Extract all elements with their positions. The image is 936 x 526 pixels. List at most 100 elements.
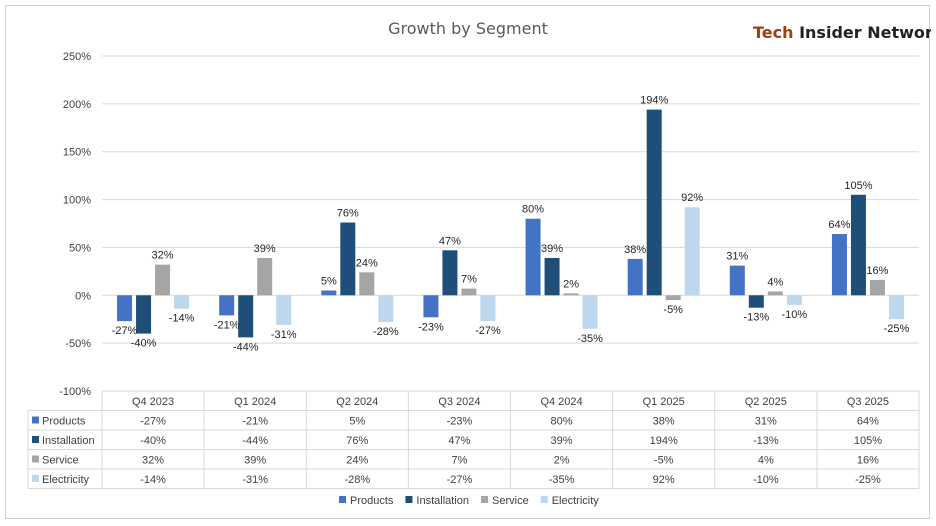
bar — [480, 295, 496, 322]
data-label: 64% — [828, 219, 850, 231]
legend-swatch — [481, 496, 489, 503]
data-label: 24% — [356, 257, 378, 269]
data-table: Q4 2023 Q1 2024 Q2 2024 Q3 2024 Q4 2024 Q1 20… — [27, 390, 920, 489]
table-cell: -14% — [140, 474, 166, 486]
brand-logo: Tech Insider Network — [753, 23, 931, 42]
legend-swatch — [540, 496, 548, 503]
bar — [155, 264, 171, 296]
data-label: 105% — [844, 180, 872, 192]
table-cell: 64% — [857, 416, 879, 428]
table-series-key — [32, 436, 39, 443]
table-cell: -23% — [447, 416, 473, 428]
bar — [850, 194, 866, 296]
data-label: -14% — [169, 313, 195, 325]
data-label: -27% — [475, 325, 501, 337]
table-cell: 194% — [650, 435, 678, 447]
bar — [359, 272, 375, 296]
bar — [665, 295, 681, 301]
bar — [257, 257, 273, 296]
gridlines — [102, 55, 919, 392]
table-cell: -21% — [242, 416, 268, 428]
data-label: -10% — [781, 309, 807, 321]
table-series-name: Service — [42, 455, 79, 467]
bar — [238, 295, 254, 338]
bar — [748, 295, 764, 308]
data-label: 194% — [640, 95, 668, 107]
bar — [544, 257, 560, 296]
data-label: 7% — [461, 274, 477, 286]
bar — [378, 295, 394, 323]
data-label: 4% — [767, 276, 783, 288]
x-tick-label: Q4 2023 — [132, 396, 174, 408]
y-tick-label: 150% — [63, 147, 91, 159]
x-tick-label: Q2 2025 — [745, 396, 787, 408]
data-label: 31% — [726, 251, 748, 263]
table-cell: 47% — [448, 435, 470, 447]
table-series-key — [32, 475, 39, 482]
x-tick-label: Q4 2024 — [540, 396, 582, 408]
bar — [767, 291, 783, 296]
legend-item: Electricity — [552, 495, 600, 507]
table-cell: -40% — [140, 435, 166, 447]
bar — [174, 295, 190, 309]
table-cell: 31% — [755, 416, 777, 428]
y-tick-label: 250% — [63, 51, 91, 63]
data-label: -28% — [373, 326, 399, 338]
table-cell: -31% — [242, 474, 268, 486]
bar — [563, 293, 579, 296]
data-label: 5% — [321, 276, 337, 288]
data-label: 38% — [624, 244, 646, 256]
brand-part1: Tech — [753, 23, 794, 42]
table-cell: -5% — [654, 455, 674, 467]
chart: Growth by Segment Tech Insider Network -… — [27, 19, 931, 507]
table-cell: 76% — [346, 435, 368, 447]
data-label: -5% — [663, 304, 683, 316]
bar — [786, 295, 802, 305]
table-cell: 2% — [554, 455, 570, 467]
bar — [582, 295, 598, 329]
x-tick-label: Q2 2024 — [336, 396, 378, 408]
bar — [646, 109, 662, 296]
table-series-name: Products — [42, 416, 86, 428]
table-series-name: Electricity — [42, 474, 90, 486]
table-series-name: Installation — [42, 435, 95, 447]
brand-part2: Insider Network — [794, 23, 931, 42]
data-label: -23% — [418, 321, 444, 333]
bar — [442, 250, 458, 296]
data-labels: -27%-40%32%-14%-21%-44%39%-31%5%76%24%-2… — [112, 95, 910, 354]
data-label: 39% — [254, 243, 276, 255]
chart-frame: Growth by Segment Tech Insider Network -… — [5, 5, 931, 519]
data-label: 80% — [522, 204, 544, 216]
x-tick-label: Q1 2024 — [234, 396, 276, 408]
data-label: -40% — [131, 338, 157, 350]
bar — [525, 218, 541, 296]
y-tick-label: -100% — [59, 386, 91, 398]
table-cell: -44% — [242, 435, 268, 447]
x-tick-label: Q1 2025 — [643, 396, 685, 408]
table-series-key — [32, 416, 39, 424]
bar — [627, 258, 643, 296]
data-label: 16% — [866, 265, 888, 277]
table-cell: -10% — [753, 474, 779, 486]
y-tick-label: 100% — [63, 195, 91, 207]
bar — [461, 288, 477, 296]
y-tick-label: 0% — [75, 290, 91, 302]
table-cell: 38% — [653, 416, 675, 428]
y-tick-label: 50% — [69, 242, 91, 254]
bars — [117, 109, 904, 338]
chart-title: Growth by Segment — [388, 19, 548, 38]
data-label: 76% — [337, 208, 359, 220]
data-label: 32% — [152, 250, 174, 262]
table-cell: -35% — [549, 474, 575, 486]
data-label: 47% — [439, 235, 461, 247]
table-cell: 92% — [653, 474, 675, 486]
bar — [219, 295, 235, 316]
legend-swatch — [339, 496, 346, 503]
table-cell: 4% — [758, 455, 774, 467]
bar — [869, 279, 885, 296]
data-label: -35% — [577, 333, 603, 345]
y-tick-label: 200% — [63, 99, 91, 111]
bar — [136, 295, 152, 334]
table-cell: -27% — [140, 416, 166, 428]
bar — [831, 234, 847, 296]
